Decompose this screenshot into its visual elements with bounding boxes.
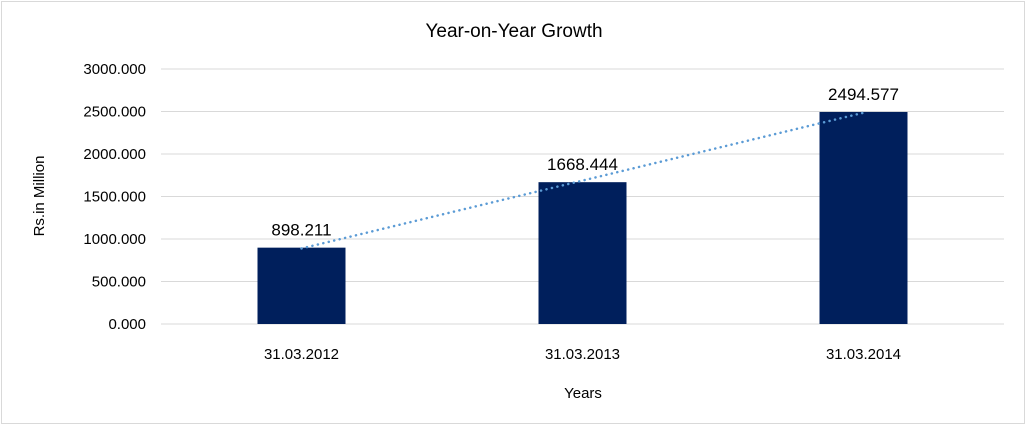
y-tick-label: 2000.000 (83, 146, 146, 163)
data-label: 1668.444 (547, 155, 618, 174)
y-tick-label: 1500.000 (83, 189, 146, 206)
y-tick-label: 1000.000 (83, 231, 146, 248)
x-tick-label: 31.03.2014 (826, 346, 901, 363)
trendline (300, 111, 865, 250)
y-tick-label: 0.000 (108, 316, 146, 333)
y-tick-label: 3000.000 (83, 61, 146, 78)
x-axis-label: Years (564, 385, 602, 402)
y-tick-label: 2500.000 (83, 104, 146, 121)
y-axis-label: Rs.in Million (31, 156, 48, 237)
data-label: 898.211 (271, 221, 331, 240)
y-tick-label: 500.000 (92, 274, 146, 291)
bar (819, 111, 908, 324)
data-label: 2494.577 (828, 85, 899, 104)
x-tick-label: 31.03.2013 (545, 346, 620, 363)
bar (257, 247, 346, 324)
x-tick-label: 31.03.2012 (264, 346, 339, 363)
chart-title: Year-on-Year Growth (425, 21, 602, 42)
bar (538, 182, 627, 324)
